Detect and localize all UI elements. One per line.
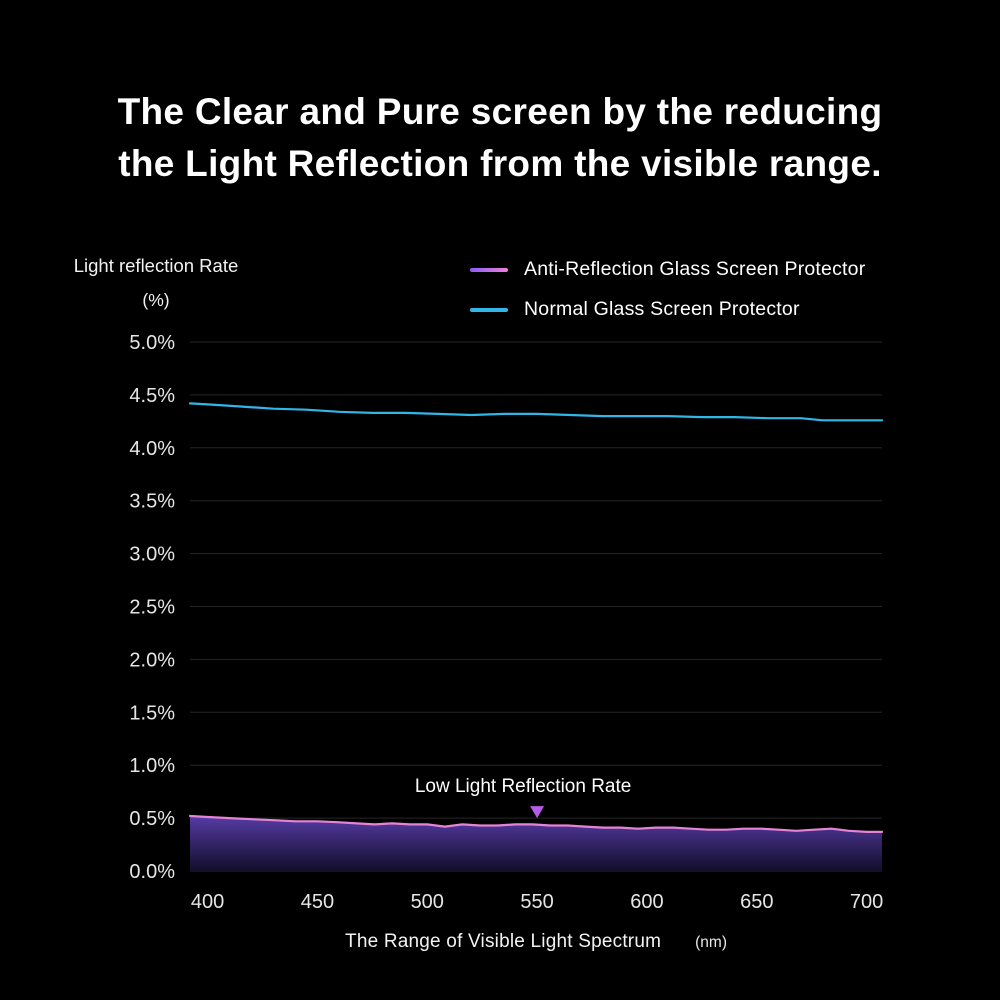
- legend-label-normal: Normal Glass Screen Protector: [524, 298, 800, 320]
- x-axis-unit: (nm): [695, 934, 727, 951]
- x-axis-label-text: The Range of Visible Light Spectrum: [345, 931, 662, 952]
- legend-label-anti-reflection: Anti-Reflection Glass Screen Protector: [524, 258, 866, 280]
- x-tick-label: 550: [520, 891, 553, 913]
- page-title-line1: The Clear and Pure screen by the reducin…: [117, 91, 883, 132]
- y-tick-label: 2.5%: [129, 597, 175, 619]
- y-axis-unit: (%): [142, 289, 170, 310]
- x-axis-label: The Range of Visible Light Spectrum (nm): [190, 931, 882, 953]
- y-tick-label: 0.5%: [129, 808, 175, 830]
- page-title-line2: the Light Reflection from the visible ra…: [118, 143, 882, 184]
- reflection-chart: 5.0% 4.5% 4.0% 3.5% 3.0% 2.5% 2.0% 1.5% 1.0% 0.5%…: [129, 332, 884, 913]
- legend: Anti-Reflection Glass Screen Protector N…: [470, 258, 865, 321]
- y-tick-label: 0.0%: [129, 861, 175, 883]
- annotation-marker-triangle-down-icon: [530, 806, 545, 819]
- y-tick-label: 4.0%: [129, 438, 175, 460]
- x-tick-label: 400: [191, 891, 224, 913]
- y-tick-label: 3.0%: [129, 544, 175, 566]
- y-axis-label: Light reflection Rate (%): [70, 255, 242, 310]
- series-line: [188, 402, 884, 422]
- series-line: [188, 814, 884, 833]
- anti-reflection-line-swatch: [470, 267, 508, 272]
- y-tick-label: 4.5%: [129, 385, 175, 407]
- x-tick-label: 700: [850, 891, 883, 913]
- x-tick-label: 500: [411, 891, 444, 913]
- y-tick-label: 5.0%: [129, 332, 175, 354]
- y-tick-label: 2.0%: [129, 649, 175, 671]
- x-tick-label: 450: [301, 891, 334, 913]
- y-axis-label-text: Light reflection Rate: [73, 255, 239, 276]
- legend-item-normal: Normal Glass Screen Protector: [470, 298, 865, 321]
- x-tick-label: 600: [630, 891, 663, 913]
- legend-item-anti-reflection: Anti-Reflection Glass Screen Protector: [470, 258, 865, 281]
- x-tick-label: 650: [740, 891, 773, 913]
- y-tick-label: 1.0%: [129, 755, 175, 777]
- page-title: The Clear and Pure screen by the reducin…: [0, 86, 1000, 190]
- annotation-text: Low Light Reflection Rate: [415, 776, 632, 797]
- y-tick-label: 3.5%: [129, 491, 175, 513]
- y-tick-label: 1.5%: [129, 702, 175, 724]
- normal-line-swatch: [470, 307, 508, 312]
